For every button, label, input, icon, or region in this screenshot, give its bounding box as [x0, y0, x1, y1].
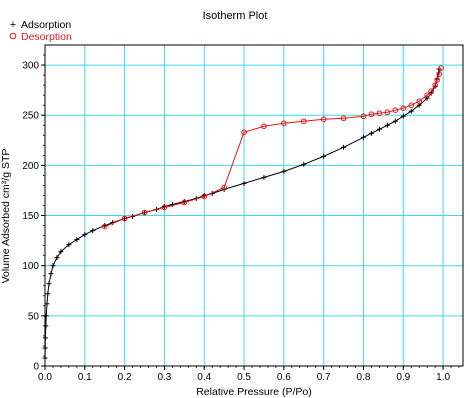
data-point-adsorption	[45, 291, 51, 297]
data-point-desorption	[392, 107, 399, 114]
x-tick-label: 0.5	[237, 372, 251, 383]
legend: + Adsorption Desorption	[8, 19, 72, 43]
ticks: 0.0 0.1 0.2 0.3 0.4 0.5 0.6 0.7 0.8 0.9 1.0 0 50 100 1…	[22, 54, 460, 383]
data-point-desorption	[141, 209, 148, 216]
x-tick-label: 0.4	[197, 372, 211, 383]
chart-title: Isotherm Plot	[202, 10, 268, 22]
data-point-desorption	[300, 118, 307, 125]
plus-marker-icon: +	[9, 19, 17, 31]
data-point-adsorption	[46, 281, 52, 287]
data-point-desorption	[121, 215, 128, 222]
legend-label-adsorption: Adsorption	[21, 19, 72, 31]
y-tick-label: 200	[22, 161, 39, 172]
data-point-adsorption	[169, 201, 175, 207]
data-point-adsorption	[341, 144, 347, 150]
legend-label-desorption: Desorption	[21, 31, 72, 43]
data-point-adsorption	[43, 323, 49, 329]
data-point-desorption	[281, 120, 287, 127]
data-point-desorption	[424, 92, 430, 98]
data-point-adsorption	[408, 108, 414, 114]
data-point-desorption	[101, 223, 108, 230]
y-tick-label: 250	[22, 111, 39, 122]
x-tick-label: 0.1	[78, 372, 92, 383]
x-tick-label: 0.0	[38, 372, 52, 383]
data-point-adsorption	[400, 113, 406, 119]
data-point-adsorption	[50, 263, 56, 269]
x-tick-label: 1.0	[436, 372, 450, 383]
data-point-adsorption	[44, 301, 50, 307]
data-point-adsorption	[424, 95, 430, 101]
data-point-adsorption	[58, 249, 64, 255]
data-point-desorption	[320, 116, 327, 123]
plot-background	[45, 45, 463, 366]
data-point-adsorption	[42, 345, 48, 351]
data-point-adsorption	[392, 118, 398, 124]
data-point-desorption	[181, 199, 188, 206]
y-axis-label: Volume Adsorbed cm³/g STP	[0, 148, 12, 284]
series	[42, 65, 444, 361]
data-point-desorption	[408, 102, 415, 108]
data-point-adsorption	[43, 313, 49, 319]
data-point-adsorption	[48, 271, 54, 277]
data-point-desorption	[436, 71, 442, 77]
x-tick-label: 0.8	[357, 372, 371, 383]
y-tick-label: 50	[28, 311, 40, 322]
data-point-adsorption	[241, 180, 247, 186]
data-point-adsorption	[82, 232, 88, 238]
y-tick-label: 100	[22, 261, 39, 272]
data-point-adsorption	[281, 168, 287, 174]
y-tick-label: 300	[22, 61, 39, 72]
legend-item-desorption: Desorption	[8, 31, 72, 43]
x-axis-label: Relative Pressure (P/Po)	[196, 386, 312, 398]
data-point-desorption	[221, 184, 227, 191]
data-point-adsorption	[66, 242, 72, 248]
data-point-desorption	[360, 113, 367, 120]
data-point-desorption	[384, 109, 391, 116]
data-point-desorption	[340, 115, 347, 122]
data-point-adsorption	[90, 228, 96, 234]
x-tick-label: 0.9	[396, 372, 410, 383]
data-point-adsorption	[42, 355, 48, 361]
y-tick-label: 0	[33, 362, 39, 373]
data-point-adsorption	[261, 174, 267, 180]
data-point-adsorption	[321, 153, 327, 159]
data-point-desorption	[416, 98, 423, 104]
data-point-adsorption	[376, 126, 382, 132]
data-point-adsorption	[74, 237, 80, 243]
x-tick-label: 0.6	[277, 372, 291, 383]
data-point-desorption	[438, 65, 444, 71]
legend-item-adsorption: + Adsorption	[8, 19, 72, 31]
data-point-adsorption	[360, 134, 366, 140]
data-point-desorption	[241, 129, 247, 136]
x-tick-label: 0.3	[157, 372, 171, 383]
data-point-adsorption	[384, 122, 390, 128]
data-point-desorption	[400, 105, 407, 111]
series-line-desorption	[104, 67, 442, 228]
data-point-desorption	[201, 193, 208, 200]
data-point-adsorption	[54, 255, 60, 261]
data-point-desorption	[428, 88, 434, 94]
data-point-desorption	[161, 204, 168, 211]
x-tick-label: 0.2	[118, 372, 132, 383]
data-point-adsorption	[368, 130, 374, 136]
y-tick-label: 150	[22, 211, 39, 222]
circle-marker-icon	[8, 31, 18, 43]
data-point-desorption	[434, 77, 440, 83]
data-point-desorption	[261, 123, 267, 130]
x-tick-label: 0.7	[317, 372, 331, 383]
data-point-desorption	[432, 82, 438, 88]
data-point-desorption	[376, 110, 383, 117]
data-point-desorption	[368, 111, 375, 118]
data-point-adsorption	[301, 161, 307, 167]
data-point-adsorption	[42, 335, 48, 341]
